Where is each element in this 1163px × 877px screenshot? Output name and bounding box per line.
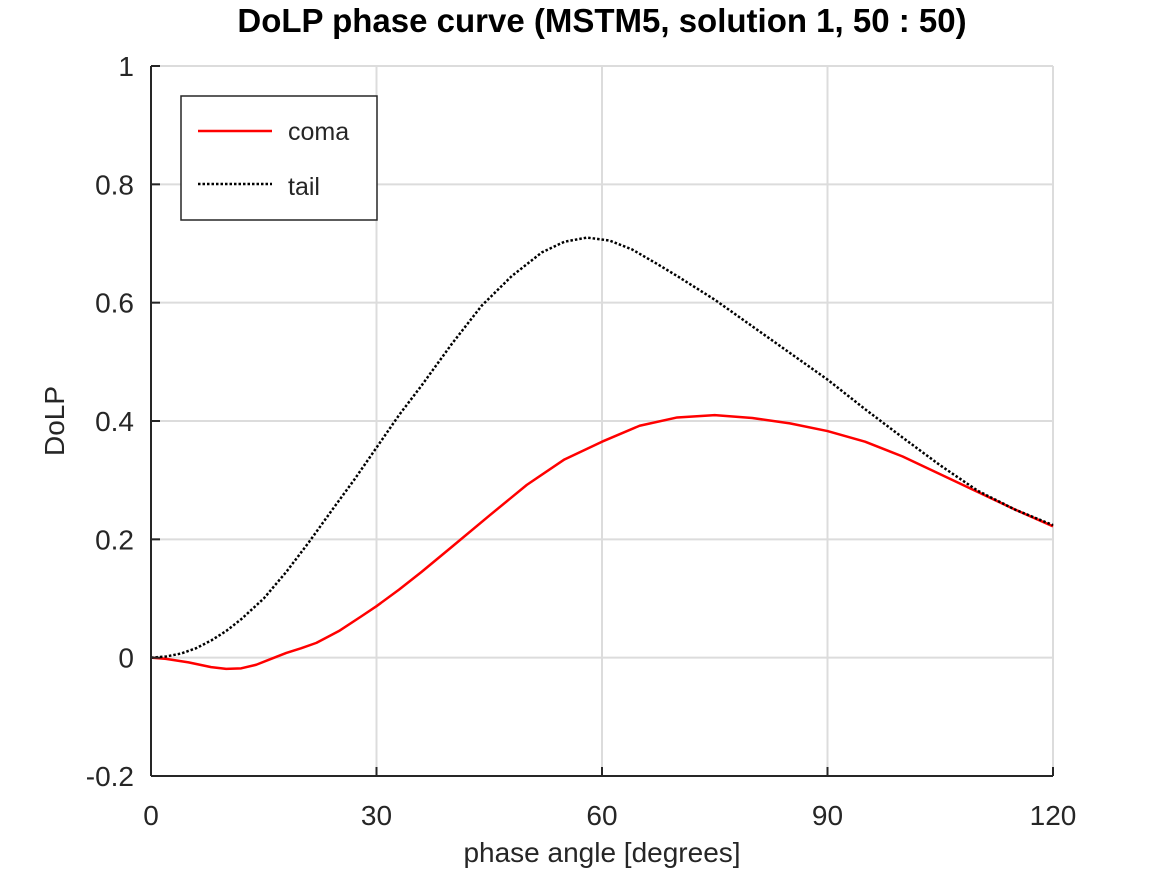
x-tick-label: 0 <box>143 800 159 831</box>
y-tick-label: 0.8 <box>95 169 134 200</box>
y-axis-label: DoLP <box>39 386 70 456</box>
x-tick-label: 60 <box>586 800 617 831</box>
x-tick-label: 120 <box>1030 800 1077 831</box>
y-tick-label: 0.2 <box>95 524 134 555</box>
series-line-coma <box>150 413 1054 671</box>
x-tick-label: 30 <box>361 800 392 831</box>
legend-label-coma: coma <box>288 118 349 146</box>
grid <box>151 65 1054 776</box>
y-tick-label: 0 <box>118 643 134 674</box>
legend: coma tail <box>180 95 378 221</box>
tick-labels: 0 30 60 90 120 -0.2 0 0.2 0.4 0.6 0.8 1 <box>86 51 1077 831</box>
axes <box>150 65 1054 777</box>
y-tick-label: 1 <box>118 51 134 82</box>
legend-box <box>180 95 378 221</box>
x-axis-label: phase angle [degrees] <box>463 837 740 868</box>
series-layer <box>150 236 1054 671</box>
legend-label-tail: tail <box>288 173 320 201</box>
y-tick-label: 0.6 <box>95 288 134 319</box>
y-tick-label: 0.4 <box>95 406 134 437</box>
chart-title: DoLP phase curve (MSTM5, solution 1, 50 … <box>237 2 966 39</box>
y-tick-label: -0.2 <box>86 761 134 792</box>
x-tick-label: 90 <box>812 800 843 831</box>
